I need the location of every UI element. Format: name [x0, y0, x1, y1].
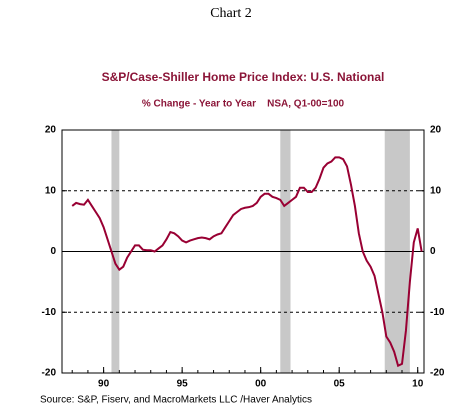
y-tick-label: -10	[42, 307, 57, 318]
data-line	[71, 156, 423, 368]
y-tick-label: -20	[42, 368, 57, 379]
y2-tick-label: -20	[430, 368, 445, 379]
x-tick-label: 05	[334, 379, 346, 390]
chart-subtitle: % Change - Year to Year NSA, Q1-00=100	[142, 99, 345, 110]
y-tick-label: 20	[45, 125, 57, 136]
x-tick-label: 90	[98, 379, 110, 390]
y2-tick-label: -10	[430, 307, 445, 318]
plot-frame	[61, 129, 425, 374]
y2-tick-label: 0	[430, 246, 436, 257]
y2-tick-label: 10	[430, 185, 442, 196]
y2-tick-label: 20	[430, 125, 442, 136]
y-tick-label: 10	[45, 185, 57, 196]
chart-title: S&P/Case-Shiller Home Price Index: U.S. …	[102, 70, 385, 84]
y-tick-label: 0	[50, 246, 56, 257]
x-tick-label: 00	[255, 379, 267, 390]
page-title: Chart 2	[210, 6, 252, 21]
x-tick-label: 10	[412, 379, 424, 390]
source: Source: S&P, Fiserv, and MacroMarkets LL…	[40, 395, 312, 406]
x-tick-label: 95	[177, 379, 189, 390]
